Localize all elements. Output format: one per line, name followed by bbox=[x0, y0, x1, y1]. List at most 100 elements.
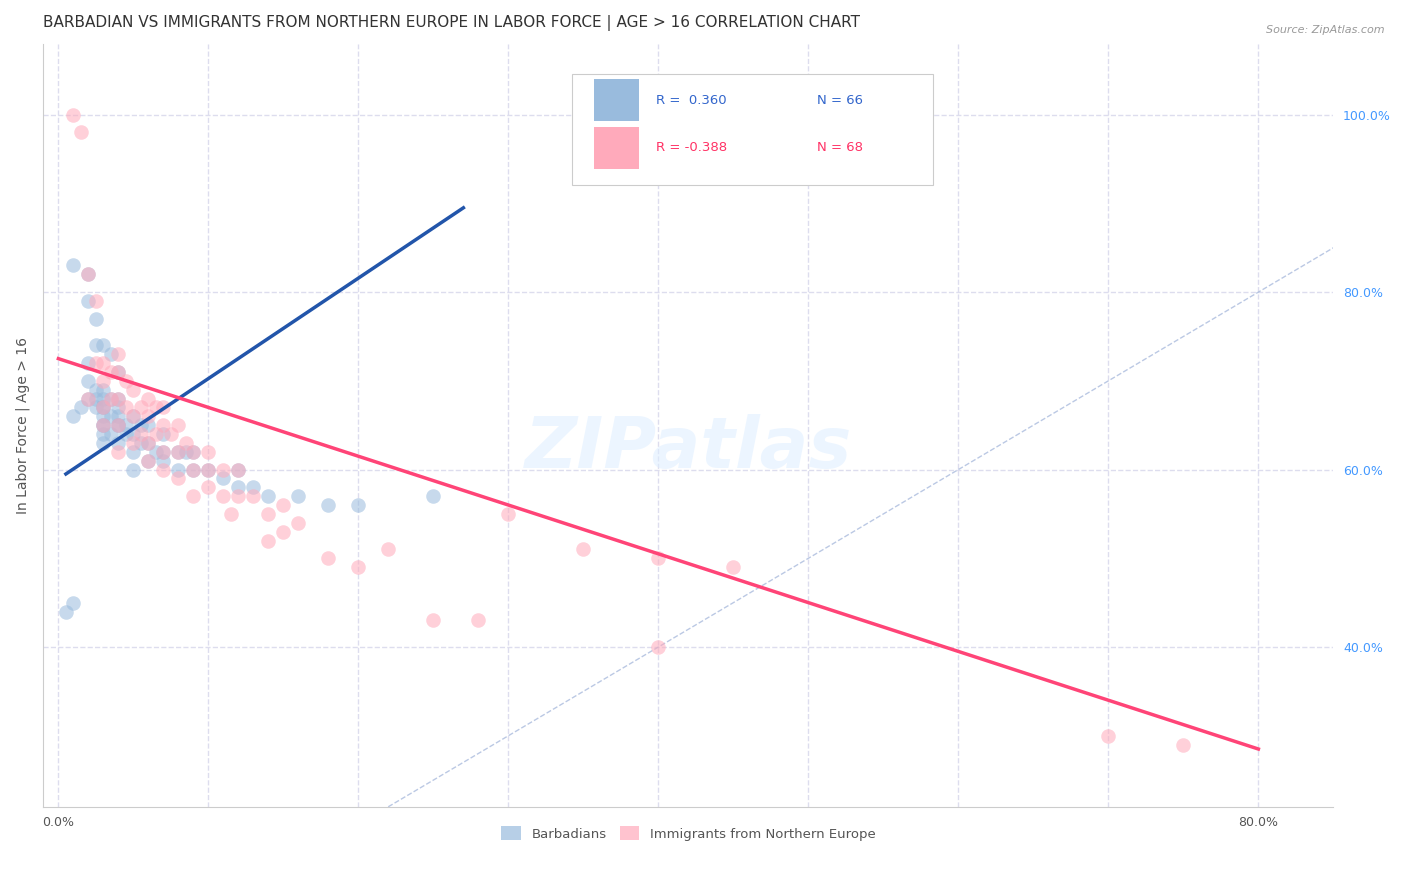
Point bbox=[138, 453, 160, 467]
Point bbox=[107, 365, 129, 379]
Point bbox=[93, 401, 115, 415]
Point bbox=[77, 268, 100, 282]
Point bbox=[84, 338, 107, 352]
Point bbox=[100, 347, 122, 361]
Text: Source: ZipAtlas.com: Source: ZipAtlas.com bbox=[1267, 25, 1385, 35]
Point bbox=[107, 418, 129, 433]
Point bbox=[129, 418, 152, 433]
Point bbox=[183, 445, 205, 459]
Point bbox=[115, 401, 138, 415]
Point bbox=[107, 347, 129, 361]
Point bbox=[84, 311, 107, 326]
Point bbox=[167, 418, 190, 433]
FancyBboxPatch shape bbox=[572, 74, 934, 185]
Point bbox=[115, 418, 138, 433]
Point bbox=[122, 409, 145, 424]
Point bbox=[107, 401, 129, 415]
Point bbox=[93, 418, 115, 433]
Point bbox=[377, 542, 399, 557]
Point bbox=[77, 293, 100, 308]
Point bbox=[107, 392, 129, 406]
Point bbox=[152, 401, 174, 415]
Point bbox=[84, 392, 107, 406]
Text: N = 66: N = 66 bbox=[817, 94, 863, 107]
Point bbox=[129, 427, 152, 442]
Point bbox=[100, 427, 122, 442]
Point bbox=[152, 445, 174, 459]
Point bbox=[115, 427, 138, 442]
Point bbox=[129, 401, 152, 415]
Point bbox=[242, 480, 264, 494]
Point bbox=[145, 401, 167, 415]
Point bbox=[93, 338, 115, 352]
Point bbox=[100, 409, 122, 424]
Point bbox=[129, 436, 152, 450]
Point bbox=[347, 560, 370, 574]
Point bbox=[93, 392, 115, 406]
Point bbox=[100, 392, 122, 406]
Point bbox=[242, 489, 264, 503]
Point bbox=[212, 471, 235, 485]
Point bbox=[122, 409, 145, 424]
Point bbox=[77, 356, 100, 370]
Point bbox=[84, 383, 107, 397]
Point bbox=[145, 445, 167, 459]
Point bbox=[70, 401, 93, 415]
Y-axis label: In Labor Force | Age > 16: In Labor Force | Age > 16 bbox=[15, 336, 30, 514]
Point bbox=[93, 409, 115, 424]
Point bbox=[107, 418, 129, 433]
Point bbox=[257, 533, 280, 548]
Point bbox=[167, 462, 190, 476]
Point bbox=[197, 462, 219, 476]
Point bbox=[723, 560, 745, 574]
Point bbox=[107, 445, 129, 459]
Point bbox=[93, 401, 115, 415]
Point bbox=[197, 480, 219, 494]
Point bbox=[318, 551, 340, 566]
Point bbox=[62, 259, 84, 273]
Point bbox=[93, 383, 115, 397]
Point bbox=[228, 489, 250, 503]
Point bbox=[93, 374, 115, 388]
Point bbox=[498, 507, 520, 521]
Point bbox=[174, 436, 197, 450]
Point bbox=[107, 392, 129, 406]
Point bbox=[107, 365, 129, 379]
Point bbox=[93, 356, 115, 370]
Point bbox=[93, 401, 115, 415]
Point bbox=[93, 418, 115, 433]
Point bbox=[100, 392, 122, 406]
Point bbox=[1173, 738, 1195, 752]
Point bbox=[93, 427, 115, 442]
Point bbox=[115, 374, 138, 388]
Point bbox=[62, 409, 84, 424]
Text: R = -0.388: R = -0.388 bbox=[657, 141, 727, 154]
Point bbox=[138, 436, 160, 450]
Text: R =  0.360: R = 0.360 bbox=[657, 94, 727, 107]
Point bbox=[122, 383, 145, 397]
Point bbox=[70, 125, 93, 139]
Point bbox=[152, 462, 174, 476]
Point bbox=[62, 108, 84, 122]
Point bbox=[55, 605, 77, 619]
Text: N = 68: N = 68 bbox=[817, 141, 863, 154]
Point bbox=[467, 613, 489, 627]
Text: ZIPatlas: ZIPatlas bbox=[524, 414, 852, 483]
Point bbox=[212, 462, 235, 476]
Point bbox=[152, 418, 174, 433]
Point bbox=[273, 524, 295, 539]
Point bbox=[228, 462, 250, 476]
Point bbox=[287, 489, 309, 503]
Point bbox=[287, 516, 309, 530]
Point bbox=[152, 445, 174, 459]
Point bbox=[183, 445, 205, 459]
Point bbox=[138, 392, 160, 406]
FancyBboxPatch shape bbox=[595, 127, 640, 169]
Point bbox=[152, 427, 174, 442]
Point bbox=[77, 268, 100, 282]
Point bbox=[107, 436, 129, 450]
Point bbox=[422, 613, 444, 627]
Point bbox=[84, 356, 107, 370]
Point bbox=[647, 551, 669, 566]
Point bbox=[318, 498, 340, 512]
